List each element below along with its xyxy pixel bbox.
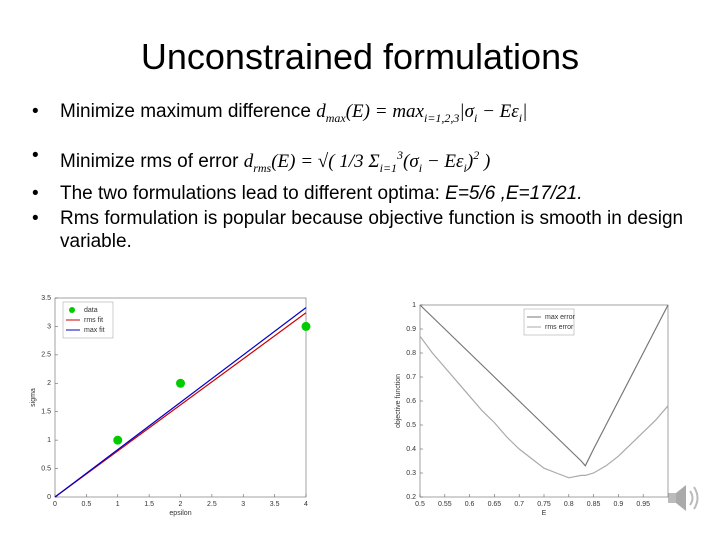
x-tick-label: 0.7 <box>514 501 524 508</box>
bullet-text: E=5/6 ,E=17/21. <box>445 183 583 204</box>
bullet-text: Rms formulation is popular because objec… <box>60 208 684 252</box>
bullet-list: Minimize maximum difference dmax(E) = ma… <box>30 100 700 255</box>
x-tick-label: 0.55 <box>438 501 452 508</box>
data-point <box>113 435 123 445</box>
bullet: The two formulations lead to different o… <box>30 182 700 205</box>
legend-label: data <box>84 307 98 314</box>
bullet-text: d <box>243 151 254 172</box>
x-axis-label: E <box>542 510 547 517</box>
bullet-text: | <box>522 101 528 122</box>
bullet-text: 3 <box>397 148 404 162</box>
y-tick-label: 3.5 <box>41 295 51 302</box>
bullet-text: 2 <box>473 148 480 162</box>
bullet-text: (E) = √( 1/3 Σ <box>271 151 380 172</box>
x-tick-label: 2 <box>179 501 183 508</box>
y-tick-label: 3 <box>47 323 51 330</box>
legend-label: max error <box>545 314 576 321</box>
series-line <box>419 335 669 479</box>
x-tick-label: 0.6 <box>465 501 475 508</box>
y-tick-label: 1 <box>412 302 416 309</box>
bullet-text: (σ <box>403 151 419 172</box>
y-tick-label: 0.4 <box>406 446 416 453</box>
x-tick-label: 0.65 <box>488 501 502 508</box>
bullet-text: − Eε <box>422 151 464 172</box>
speaker-icon <box>668 485 699 511</box>
bullet-text: The two formulations lead to different o… <box>60 183 446 204</box>
bullet-text: max <box>325 111 346 125</box>
bullet-text: i <box>463 161 467 175</box>
bullet-text: i <box>418 161 423 175</box>
y-tick-label: 2 <box>47 380 51 387</box>
x-tick-label: 0.85 <box>587 501 601 508</box>
bullet: Minimize maximum difference dmax(E) = ma… <box>30 100 700 130</box>
x-tick-label: 0.75 <box>537 501 551 508</box>
series-line <box>419 304 669 467</box>
legend-box <box>523 308 575 336</box>
x-tick-label: 1.5 <box>144 501 154 508</box>
series-line <box>54 312 307 498</box>
bullet-text: Minimize rms of error <box>60 151 244 172</box>
speaker-cone <box>676 485 686 511</box>
series-line <box>54 307 307 498</box>
bullet-text: i <box>474 111 478 125</box>
chart: 0.5 0.55 0.6 0.65 0.7 0.75 0.8 0.85 0.9 0.950.20.… <box>395 302 669 517</box>
x-tick-label: 0.5 <box>82 501 92 508</box>
y-tick-label: 1.5 <box>41 409 51 416</box>
y-axis-label: objective function <box>395 374 402 428</box>
y-tick-label: 0.5 <box>41 465 51 472</box>
slide-title: Unconstrained formulations <box>140 36 580 77</box>
bullet-text: rms <box>253 161 272 175</box>
bullet-text: ) <box>466 151 474 172</box>
legend-label: rms error <box>545 324 574 331</box>
legend-swatch <box>69 307 75 313</box>
bullet-text: Minimize maximum difference <box>60 101 317 122</box>
x-tick-label: 0.5 <box>415 501 425 508</box>
y-tick-label: 0.6 <box>406 398 416 405</box>
bullet-text: − Eε <box>477 101 519 122</box>
bullet-text: i=1 <box>379 161 398 175</box>
x-tick-label: 0.8 <box>564 501 574 508</box>
bullet-text: d <box>316 101 326 122</box>
bullet-text: |σ <box>459 101 475 122</box>
bullet-text: (E) = max <box>345 101 424 122</box>
bullet-text: ) <box>479 151 491 172</box>
speaker-waves <box>689 486 699 510</box>
x-tick-label: 0.95 <box>636 501 650 508</box>
y-tick-label: 0.9 <box>406 326 416 333</box>
x-axis-label: epsilon <box>169 510 191 517</box>
chart: 0 0.5 1 1.5 2 2.5 3 3.5 4 0 0.5 1 1.5 2 2.5 3 3.5 epsilon… <box>30 295 311 517</box>
y-tick-label: 1 <box>47 437 51 444</box>
y-tick-label: 2.5 <box>41 352 51 359</box>
x-tick-label: 3 <box>241 501 245 508</box>
x-tick-label: 1 <box>116 501 120 508</box>
x-tick-label: 4 <box>304 501 308 508</box>
x-tick-label: 0 <box>53 501 57 508</box>
y-tick-label: 0.8 <box>406 350 416 357</box>
data-point <box>301 321 311 331</box>
data-point <box>176 378 185 388</box>
bullet-text: i <box>518 111 523 125</box>
bullet: Minimize rms of error drms(E) = √( 1/3 Σ… <box>30 144 700 180</box>
x-tick-label: 0.9 <box>614 501 624 508</box>
legend-label: max fit <box>84 327 105 334</box>
bullet-text: i=1,2,3 <box>423 111 460 125</box>
x-tick-label: 2.5 <box>207 501 217 508</box>
y-tick-label: 0.3 <box>406 470 416 477</box>
y-axis-label: sigma <box>30 388 37 407</box>
legend-label: rms fit <box>84 317 103 324</box>
bullet: Rms formulation is popular because objec… <box>30 207 700 253</box>
y-tick-label: 0.7 <box>406 374 416 381</box>
y-tick-label: 0 <box>47 494 51 501</box>
charts: 0 0.5 1 1.5 2 2.5 3 3.5 4 0 0.5 1 1.5 2 2.5 3 3.5 epsilon… <box>30 295 699 517</box>
x-tick-label: 3.5 <box>270 501 280 508</box>
y-tick-label: 0.5 <box>406 422 416 429</box>
y-tick-label: 0.2 <box>406 494 416 501</box>
speaker-body <box>668 493 676 503</box>
